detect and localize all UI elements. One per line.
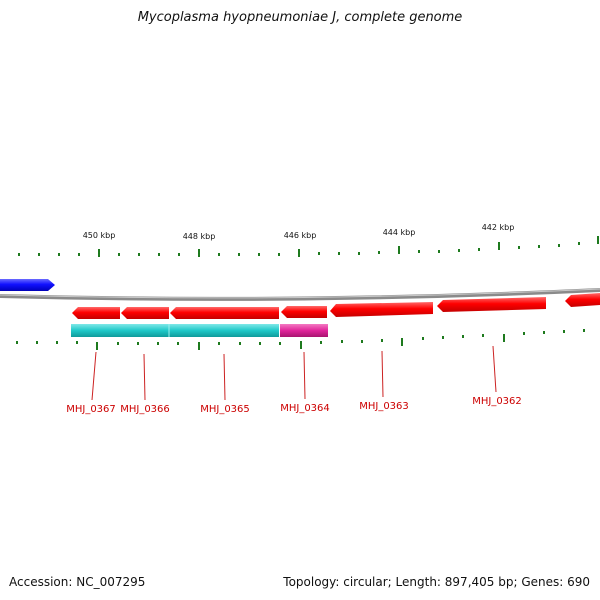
gene-arrow-mhj-0362 xyxy=(437,297,546,312)
gene-label-mhj-0366: MHJ_0366 xyxy=(120,404,170,415)
scale-label-446: 446 kbp xyxy=(284,231,317,240)
scale-label-450: 450 kbp xyxy=(83,231,116,240)
map-title: Mycoplasma hyopneumoniae J, complete gen… xyxy=(137,10,463,25)
gene-arrow-mhj-0364 xyxy=(281,306,327,318)
scale-label-448: 448 kbp xyxy=(183,232,216,241)
gene-label-mhj-0367: MHJ_0367 xyxy=(66,404,116,415)
bottom-tick-track xyxy=(16,329,585,350)
genome-summary-text: Topology: circular; Length: 897,405 bp; … xyxy=(283,575,590,589)
cog-bar-cyan-1 xyxy=(71,324,169,337)
gene-label-mhj-0362: MHJ_0362 xyxy=(472,396,522,407)
gene-arrow-mhj-0366 xyxy=(121,307,169,319)
forward-gene-arrow xyxy=(0,279,55,291)
cog-bar-magenta xyxy=(280,324,328,337)
scale-label-442: 442 kbp xyxy=(482,223,515,232)
gene-arrow-mhj-0363 xyxy=(330,302,433,317)
gene-arrow-partial xyxy=(565,293,600,307)
top-tick-track xyxy=(18,236,599,257)
accession-text: Accession: NC_007295 xyxy=(9,575,146,589)
genome-backbone xyxy=(0,288,600,301)
label-leaders xyxy=(91,345,497,401)
cog-bar-cyan-2 xyxy=(169,324,279,337)
cog-track xyxy=(71,324,328,337)
gene-label-mhj-0365: MHJ_0365 xyxy=(200,404,250,415)
gene-arrow-mhj-0367 xyxy=(72,307,120,319)
gene-label-mhj-0363: MHJ_0363 xyxy=(359,401,409,412)
gene-label-mhj-0364: MHJ_0364 xyxy=(280,403,330,414)
reverse-gene-track xyxy=(72,293,600,319)
gene-arrow-mhj-0365 xyxy=(170,307,279,319)
scale-label-444: 444 kbp xyxy=(383,228,416,237)
